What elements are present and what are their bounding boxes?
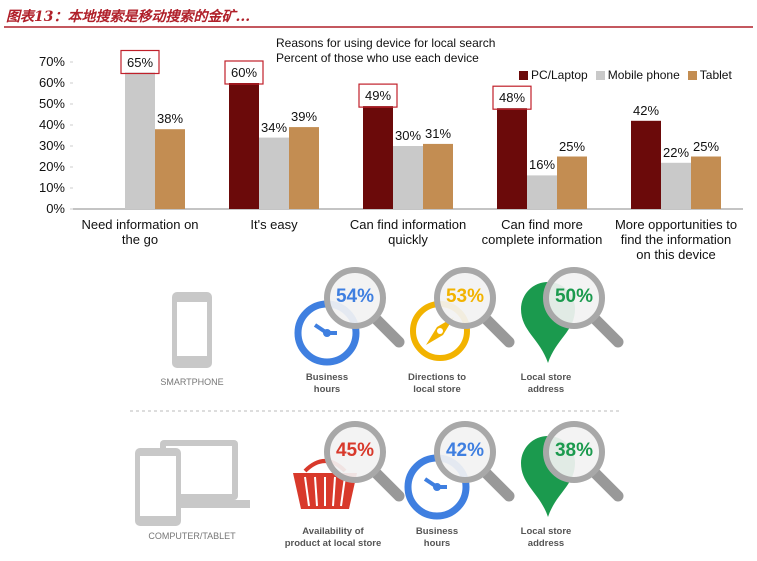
- magnifier-lens: [324, 267, 386, 329]
- highlight-box: [492, 85, 532, 110]
- percent: 53%: [445, 286, 485, 307]
- value-label: 31%: [424, 125, 452, 141]
- bar: [527, 175, 557, 209]
- value-label: 60%: [230, 65, 258, 80]
- value-label: 49%: [364, 88, 392, 104]
- clock-center: [323, 329, 331, 337]
- bar: [229, 83, 259, 209]
- value-label: 39%: [290, 109, 318, 125]
- bar: [393, 146, 423, 209]
- y-tick-label: 0%: [46, 201, 65, 216]
- item-label: Local store address: [520, 526, 572, 549]
- value-label: 42%: [632, 102, 660, 118]
- basket-slat: [332, 476, 336, 507]
- bar: [423, 143, 453, 209]
- bar: [661, 162, 691, 209]
- value-label: 22%: [662, 144, 690, 160]
- laptop-base: [150, 500, 250, 508]
- item-label: Availability of product at local store: [284, 526, 382, 549]
- magnifier-handle: [481, 468, 515, 502]
- value-label: 34%: [260, 119, 288, 135]
- highlight-box: [358, 83, 398, 108]
- chart-title: Reasons for using device for local searc…: [276, 36, 496, 50]
- bar: [259, 137, 289, 209]
- percent: 38%: [554, 440, 594, 461]
- item-label: Directions to local store: [407, 372, 467, 395]
- highlight-box: [224, 60, 264, 85]
- x-tick-label: Can find more complete information: [481, 217, 603, 247]
- magnifier-handle: [590, 314, 624, 348]
- value-label: 65%: [126, 54, 154, 70]
- bar: [125, 72, 155, 209]
- phone-screen: [177, 302, 207, 356]
- legend-item: PC/Laptop: [519, 68, 588, 82]
- value-label: 25%: [692, 138, 720, 154]
- legend-swatch: [595, 70, 605, 80]
- magnifier-lens: [434, 267, 496, 329]
- legend-label: Mobile phone: [607, 68, 680, 82]
- value-label: 25%: [558, 138, 586, 154]
- percent: 50%: [554, 286, 594, 307]
- value-label: 38%: [156, 111, 184, 127]
- basket-slat: [304, 476, 310, 507]
- magnifier-lens: [324, 421, 386, 483]
- bar: [497, 108, 527, 209]
- y-tick-label: 10%: [38, 180, 65, 195]
- tablet-screen: [140, 456, 176, 516]
- basket-slat: [314, 476, 318, 507]
- clock-center: [433, 483, 441, 491]
- basket-slat: [340, 476, 346, 507]
- item-label: Business hours: [305, 372, 349, 395]
- y-tick-label: 20%: [38, 159, 65, 174]
- item-label: Business hours: [415, 526, 459, 549]
- magnifier-lens: [543, 421, 605, 483]
- bar: [155, 129, 185, 209]
- x-tick-label: Can find information quickly: [349, 217, 467, 247]
- legend-label: Tablet: [699, 68, 732, 82]
- percent: 54%: [335, 286, 375, 307]
- magnifier-lens: [543, 267, 605, 329]
- y-tick-label: 70%: [38, 54, 65, 69]
- legend-swatch: [687, 70, 697, 80]
- legend-item: Tablet: [687, 68, 732, 82]
- compass-center: [437, 328, 443, 334]
- magnifier-handle: [590, 468, 624, 502]
- bar: [363, 106, 393, 209]
- device-label: SMARTPHONE: [160, 377, 224, 387]
- magnifier-lens: [434, 421, 496, 483]
- bar: [557, 156, 587, 209]
- percent: 42%: [445, 440, 485, 461]
- x-tick-label: More opportunities to find the informati…: [614, 217, 738, 262]
- y-tick-label: 40%: [38, 117, 65, 132]
- x-tick-label: Need information on the go: [81, 217, 199, 247]
- magnifier-handle: [371, 314, 405, 348]
- y-tick-label: 50%: [38, 96, 65, 111]
- magnifier-handle: [481, 314, 515, 348]
- highlight-box: [120, 49, 160, 75]
- y-tick-label: 30%: [38, 138, 65, 153]
- chart-subtitle: Percent of those who use each device: [276, 51, 479, 65]
- header-title: 图表13：本地搜索是移动搜索的金矿...: [6, 9, 251, 25]
- value-label: 48%: [498, 90, 526, 106]
- magnifier-handle: [371, 468, 405, 502]
- legend: PC/Laptop Mobile phone Tablet: [519, 68, 732, 82]
- bar: [289, 127, 319, 209]
- legend-swatch: [519, 70, 528, 80]
- value-label: 16%: [528, 157, 556, 173]
- item-label: Local store address: [520, 372, 572, 395]
- bar: [691, 156, 721, 209]
- x-tick-label: It's easy: [250, 217, 298, 232]
- legend-label: PC/Laptop: [531, 68, 588, 82]
- bar: [631, 120, 661, 209]
- value-label: 30%: [394, 128, 422, 143]
- y-tick-label: 60%: [38, 75, 65, 90]
- device-label: COMPUTER/TABLET: [148, 531, 236, 541]
- legend-item: Mobile phone: [595, 68, 680, 82]
- percent: 45%: [335, 440, 375, 461]
